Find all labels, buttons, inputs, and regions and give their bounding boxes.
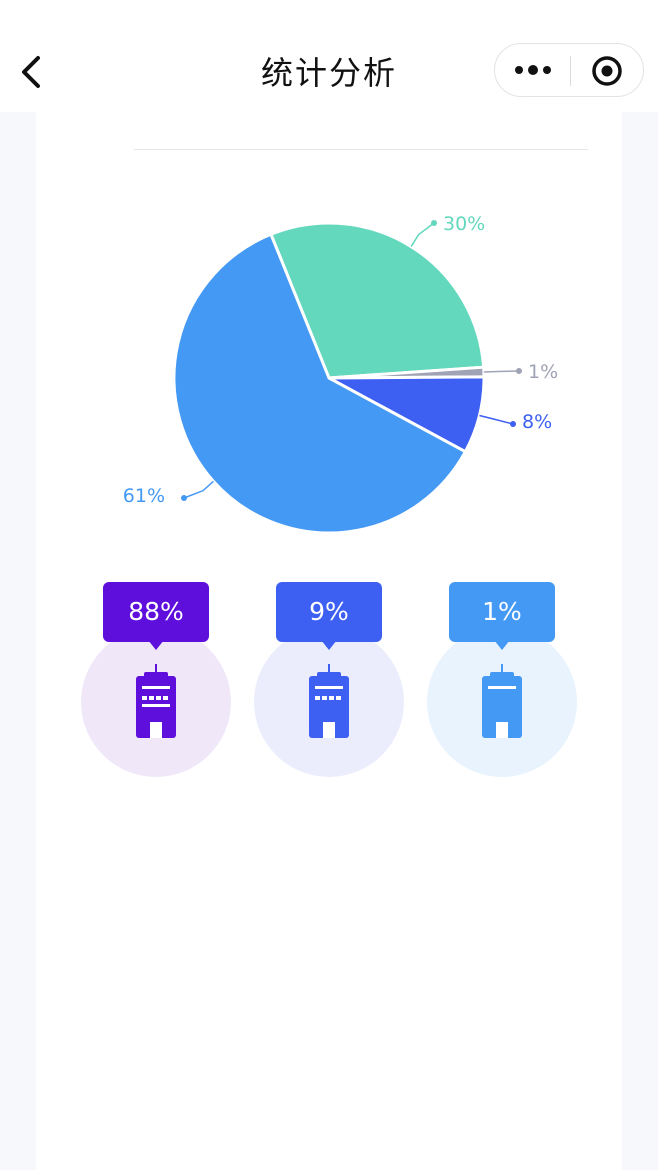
pie-leader-line [483,370,520,373]
close-target-icon[interactable] [591,55,623,87]
pie-leader-line [410,222,435,247]
pie-chart: 30% 1% 8% 61% [123,213,558,535]
back-chevron-icon[interactable] [14,52,50,92]
pie-leader-line [479,414,514,425]
pie-slice [172,232,467,535]
page-title: 统计分析 [260,54,397,92]
card-divider [134,149,588,150]
badge-pointer [148,640,164,650]
pie-slice-label: 30% [443,213,485,235]
pie-leader-dot [431,220,437,226]
stat-item-2: 9% [254,582,404,777]
stat-item-1: 88% [81,582,231,777]
mini-program-capsule [494,43,644,97]
stat-percent-badge: 88% [103,582,209,642]
pie-slice-label: 61% [123,485,165,507]
nav-bar: 统计分析 [0,0,658,112]
pie-leader-dot [510,421,516,427]
pie-leader-line [183,480,214,499]
building-icon [136,664,176,738]
pie-slice [269,221,486,380]
more-dots-icon[interactable] [513,58,553,82]
building-icon [309,664,349,738]
pie-slice-label: 1% [528,361,558,383]
building-icon [482,664,522,738]
stat-percent-badge: 1% [449,582,555,642]
capsule-divider [570,56,571,86]
stat-item-3: 1% [427,582,577,777]
stat-percent-badge: 9% [276,582,382,642]
pie-leader-dot [181,495,187,501]
badge-pointer [494,640,510,650]
pie-leader-dot [516,368,522,374]
badge-pointer [321,640,337,650]
pie-slice-label: 8% [522,411,552,433]
